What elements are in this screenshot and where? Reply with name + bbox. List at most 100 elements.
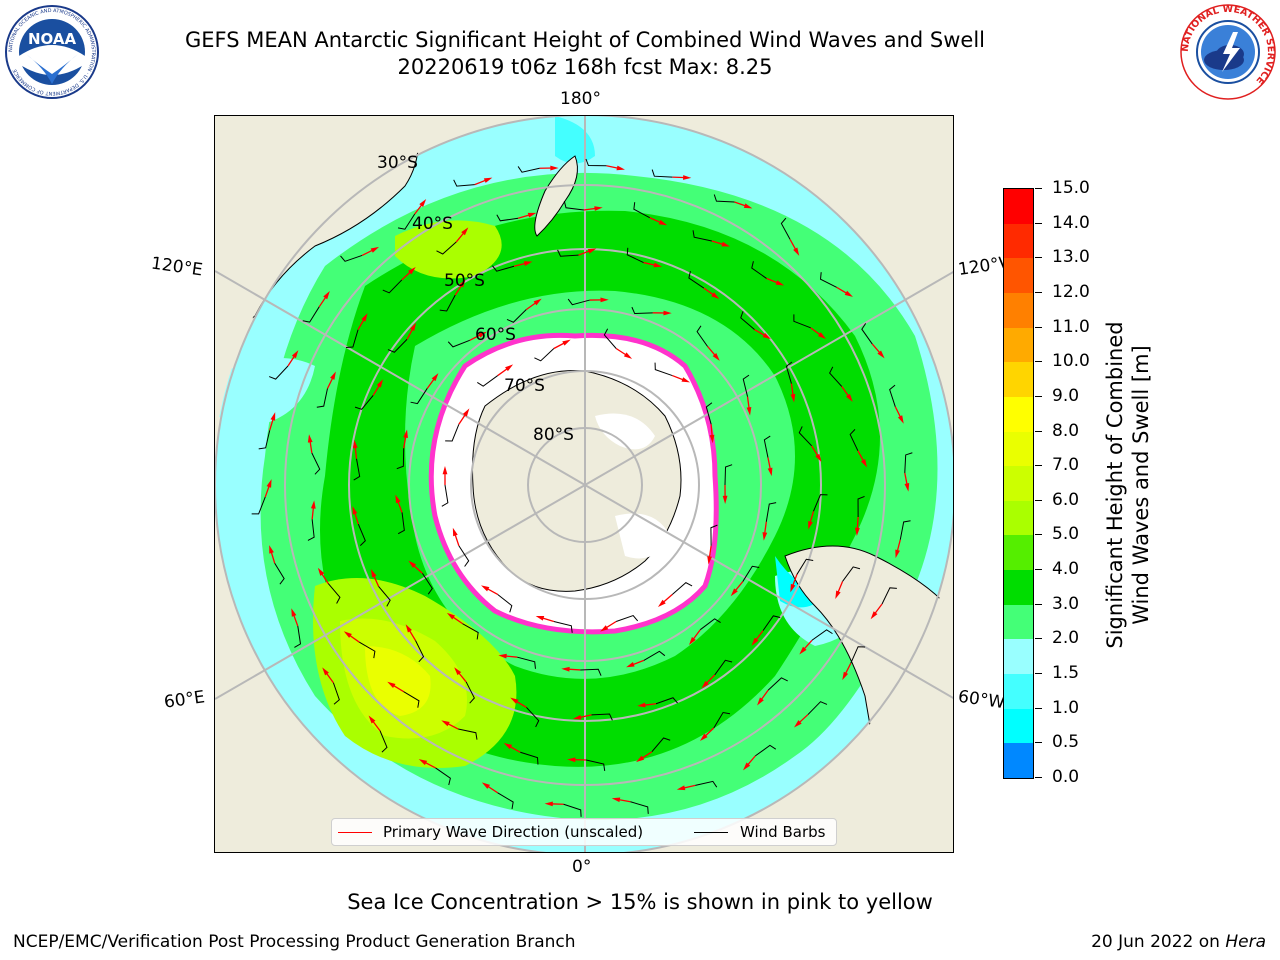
- wave-arrow-head: [533, 298, 542, 306]
- wave-arrow-head: [523, 261, 533, 266]
- wind-barb: [767, 677, 788, 691]
- colorbar-tick-mark: [1035, 499, 1042, 501]
- wave-arrow-head: [527, 212, 537, 218]
- wave-arrow-head: [408, 267, 416, 275]
- colorbar-tick-label: 14.0: [1052, 212, 1090, 233]
- wave-arrow-head: [535, 615, 545, 621]
- wave-arrow-head: [498, 653, 507, 659]
- wind-barb: [496, 214, 519, 222]
- wave-arrow-head: [762, 532, 768, 541]
- footer-date-text: 20 Jun 2022 on: [1091, 932, 1226, 952]
- wind-barb: [410, 388, 428, 405]
- colorbar-band: [1004, 674, 1033, 710]
- wind-barb: [724, 464, 733, 486]
- wind-barb: [415, 640, 425, 663]
- wave-arrow-head: [505, 364, 514, 372]
- wave-arrow-head: [370, 569, 377, 578]
- wind-barb: [813, 494, 828, 512]
- wind-barb: [580, 668, 602, 676]
- longitude-gridlines: [215, 116, 953, 852]
- wave-arrow-head: [808, 520, 813, 530]
- wind-barb: [316, 388, 328, 408]
- wave-arrow-head: [418, 759, 428, 766]
- wind-barb: [465, 681, 475, 704]
- noaa-logo-icon: NOAA NATIONAL OCEANIC AND ATMOSPHERIC AD…: [5, 5, 99, 99]
- colorbar: [1003, 188, 1034, 779]
- wind-barb: [785, 361, 793, 384]
- wind-barb: [517, 166, 540, 173]
- wave-arrow-head: [775, 280, 785, 286]
- wind-barb: [651, 169, 673, 178]
- wind-barb: [396, 448, 405, 470]
- wave-arrow-head: [653, 262, 663, 268]
- colorbar-tick-label: 11.0: [1052, 316, 1090, 337]
- wave-arrow-head: [544, 801, 553, 807]
- wind-barb: [591, 713, 613, 721]
- wave-arrow-head: [623, 352, 633, 359]
- wave-arrow-head: [743, 762, 751, 771]
- wave-direction-legend-swatch: [338, 832, 372, 833]
- wave-arrow-head: [587, 248, 597, 254]
- chart-title: GEFS MEAN Antarctic Significant Height o…: [184, 28, 986, 52]
- wave-arrow-head: [657, 599, 666, 607]
- wind-barb: [520, 751, 539, 765]
- colorbar-band: [1004, 189, 1033, 225]
- wave-direction-arrows: [264, 165, 910, 807]
- wave-arrow-head: [376, 379, 384, 388]
- wind-barb: [458, 545, 470, 567]
- wave-arrow-head: [550, 165, 559, 171]
- wind-barb: [294, 626, 302, 648]
- wave-arrow-head: [561, 666, 570, 672]
- wind-barb: [563, 803, 582, 817]
- wave-arrow-head: [855, 527, 860, 536]
- colorbar-band: [1004, 639, 1033, 675]
- wave-arrow-head: [743, 203, 753, 209]
- wind-barb: [492, 265, 515, 272]
- wave-arrow-head: [322, 667, 329, 676]
- wind-barb: [889, 384, 896, 407]
- wave-arrow-head: [842, 671, 849, 681]
- wave-arrow-head: [567, 757, 576, 763]
- wave-arrow-head: [510, 697, 519, 704]
- colorbar-tick-label: 0.5: [1052, 732, 1080, 753]
- wave-arrow-head: [895, 549, 900, 559]
- colorbar-tick-mark: [1035, 222, 1042, 224]
- wave-arrow-head: [730, 588, 738, 597]
- wind-barb: [692, 230, 712, 242]
- wave-arrow-head: [395, 494, 401, 504]
- noaa-logo-text: NOAA: [28, 30, 77, 48]
- colorbar-tick-mark: [1035, 707, 1042, 709]
- colorbar-title-line1: Significant Height of Combined: [1103, 321, 1127, 649]
- wave-arrow-head: [323, 291, 330, 300]
- wind-barb: [762, 615, 781, 631]
- wind-barb: [695, 780, 718, 788]
- wind-barb: [696, 325, 708, 347]
- wind-barb: [534, 348, 555, 362]
- footer-credit: NCEP/EMC/Verification Post Processing Pr…: [13, 932, 576, 952]
- wind-barb: [811, 629, 833, 641]
- wave-arrow-head: [746, 406, 752, 416]
- wind-barb: [714, 659, 733, 676]
- wave-arrow-head: [478, 331, 487, 338]
- wind-barb: [654, 362, 673, 377]
- wave-arrow-head: [410, 322, 417, 332]
- wind-barb: [763, 435, 771, 458]
- wind-barb: [497, 792, 514, 810]
- wave-arrow-head: [699, 733, 708, 741]
- colorbar-band: [1004, 535, 1033, 571]
- wind-barb: [849, 429, 859, 451]
- wave-arrow-head: [387, 681, 396, 689]
- wind-barb: [705, 402, 713, 425]
- wind-barb: [436, 241, 457, 255]
- wind-barb: [422, 573, 433, 595]
- wave-arrow-head: [454, 667, 462, 676]
- wind-barb: [251, 496, 266, 515]
- colorbar-tick-label: 1.5: [1052, 663, 1080, 684]
- wind-barb: [671, 582, 693, 595]
- wind-barb: [445, 424, 460, 442]
- lat-label-50s: 50°S: [444, 271, 485, 291]
- wave-arrow-head: [330, 371, 336, 380]
- wave-arrow-head: [701, 680, 709, 689]
- wind-barb: [688, 271, 705, 289]
- wind-barb: [403, 691, 420, 708]
